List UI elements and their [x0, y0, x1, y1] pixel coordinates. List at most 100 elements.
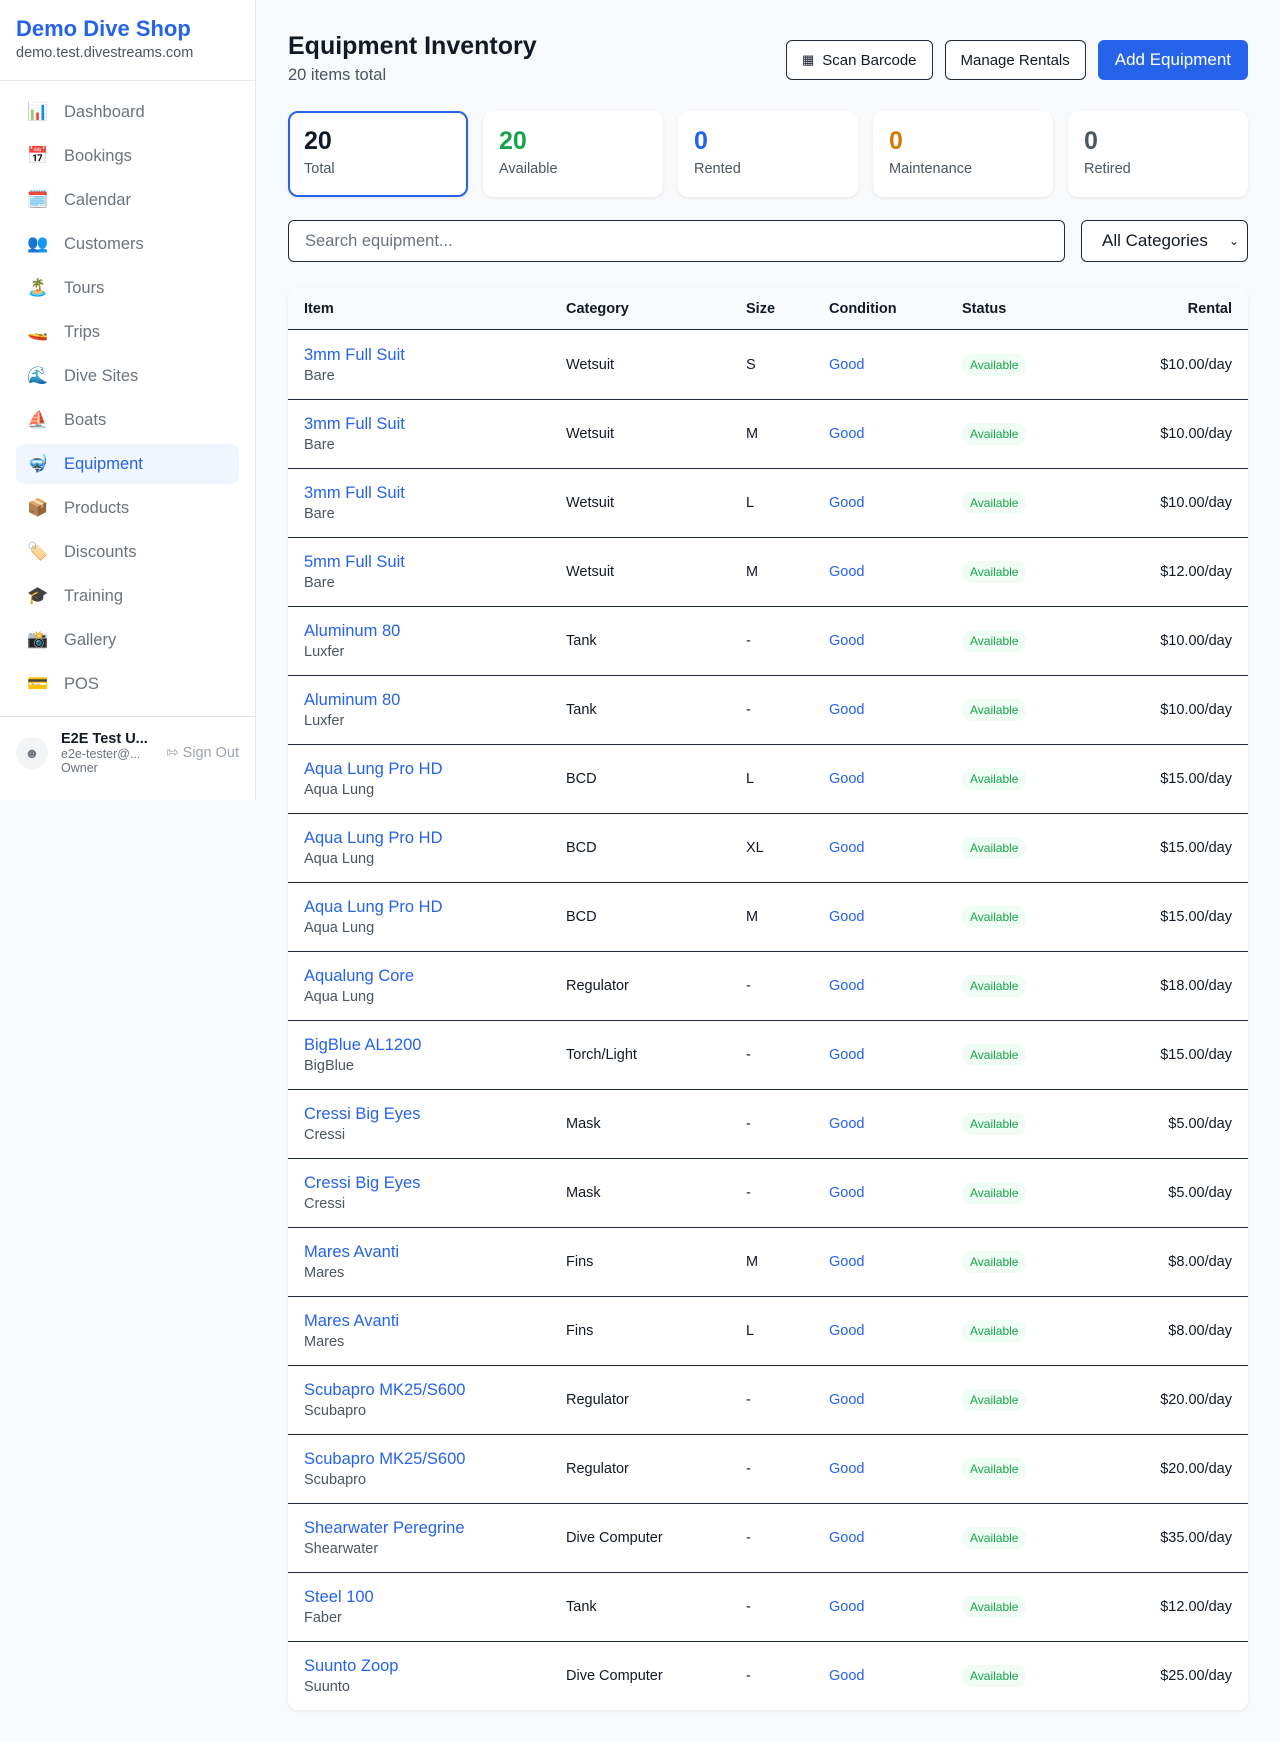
item-name-link[interactable]: Aqua Lung Pro HD: [304, 760, 443, 778]
products-icon: 📦: [27, 498, 49, 517]
item-brand: Aqua Lung: [304, 920, 375, 936]
sidebar-item-dive-sites[interactable]: 🌊 Dive Sites: [16, 356, 239, 396]
condition-cell: Good: [829, 1530, 962, 1546]
column-header-item[interactable]: Item: [304, 300, 334, 317]
item-name-link[interactable]: Aqua Lung Pro HD: [304, 829, 443, 847]
add-equipment-button[interactable]: Add Equipment: [1097, 40, 1248, 80]
table-row[interactable]: Aqualung Core Aqua Lung Regulator - Good Avai…: [288, 951, 1248, 1020]
stat-card-available[interactable]: 20 Available: [483, 111, 663, 197]
item-brand: Aqua Lung: [304, 851, 375, 867]
item-name-link[interactable]: Aluminum 80: [304, 691, 401, 709]
item-name-link[interactable]: 3mm Full Suit: [304, 484, 405, 502]
table-row[interactable]: Mares Avanti Mares Fins L Good Available $8.00…: [288, 1296, 1248, 1365]
sidebar-item-gallery[interactable]: 📸 Gallery: [16, 620, 239, 660]
sidebar-item-equipment[interactable]: 🤿 Equipment: [16, 444, 239, 484]
sidebar-item-trips[interactable]: 🚤 Trips: [16, 312, 239, 352]
search-input[interactable]: [288, 220, 1065, 262]
sidebar-item-calendar[interactable]: 🗓️ Calendar: [16, 180, 239, 220]
scan-barcode-button[interactable]: ▦ Scan Barcode: [785, 40, 933, 80]
table-row[interactable]: Cressi Big Eyes Cressi Mask - Good Available $…: [288, 1089, 1248, 1158]
table-row[interactable]: Aluminum 80 Luxfer Tank - Good Available $10.0…: [288, 675, 1248, 744]
table-row[interactable]: Mares Avanti Mares Fins M Good Available $8.00…: [288, 1227, 1248, 1296]
condition-value: Good: [829, 1599, 865, 1615]
rental-price: $10.00/day: [1160, 495, 1232, 511]
table-row[interactable]: 3mm Full Suit Bare Wetsuit S Good Available $1…: [288, 330, 1248, 399]
table-row[interactable]: Cressi Big Eyes Cressi Mask - Good Available $…: [288, 1158, 1248, 1227]
sidebar-item-customers[interactable]: 👥 Customers: [16, 224, 239, 264]
item-name-link[interactable]: Scubapro MK25/S600: [304, 1381, 466, 1399]
user-name: E2E Test U...: [61, 731, 148, 747]
sidebar-item-tours[interactable]: 🏝️ Tours: [16, 268, 239, 308]
table-row[interactable]: Aluminum 80 Luxfer Tank - Good Available $10.0…: [288, 606, 1248, 675]
item-cell: Aqualung Core Aqua Lung: [288, 967, 566, 1005]
item-name-link[interactable]: Aluminum 80: [304, 622, 401, 640]
item-name-link[interactable]: Scubapro MK25/S600: [304, 1450, 466, 1468]
category-cell: Tank: [566, 633, 597, 649]
stat-card-maintenance[interactable]: 0 Maintenance: [873, 111, 1053, 197]
item-name-link[interactable]: Cressi Big Eyes: [304, 1174, 421, 1192]
item-name-link[interactable]: Shearwater Peregrine: [304, 1519, 465, 1537]
item-brand: BigBlue: [304, 1058, 354, 1074]
table-row[interactable]: 5mm Full Suit Bare Wetsuit M Good Available $1…: [288, 537, 1248, 606]
status-cell: Available: [962, 768, 1092, 790]
stat-card-retired[interactable]: 0 Retired: [1068, 111, 1248, 197]
column-header-category[interactable]: Category: [566, 300, 629, 317]
sidebar-item-bookings[interactable]: 📅 Bookings: [16, 136, 239, 176]
table-row[interactable]: Aqua Lung Pro HD Aqua Lung BCD M Good Availab…: [288, 882, 1248, 951]
sign-out-button[interactable]: ⇰ Sign Out: [166, 745, 239, 761]
item-name-link[interactable]: BigBlue AL1200: [304, 1036, 422, 1054]
table-row[interactable]: Steel 100 Faber Tank - Good Available $12.00/d…: [288, 1572, 1248, 1641]
table-row[interactable]: Aqua Lung Pro HD Aqua Lung BCD L Good Availab…: [288, 744, 1248, 813]
size-cell: M: [746, 564, 759, 580]
item-name-link[interactable]: 3mm Full Suit: [304, 345, 405, 364]
sidebar-item-dashboard[interactable]: 📊 Dashboard: [16, 92, 239, 132]
item-name-link[interactable]: Aqua Lung Pro HD: [304, 898, 443, 916]
item-name-link[interactable]: Steel 100: [304, 1588, 374, 1606]
status-cell: Available: [962, 906, 1092, 928]
sidebar-item-training[interactable]: 🎓 Training: [16, 576, 239, 616]
rental-price: $5.00/day: [1168, 1185, 1232, 1201]
item-name-link[interactable]: 5mm Full Suit: [304, 553, 405, 571]
category-select[interactable]: All Categories ⌄: [1081, 220, 1248, 262]
table-row[interactable]: BigBlue AL1200 BigBlue Torch/Light - Good Ava…: [288, 1020, 1248, 1089]
stat-card-total[interactable]: 20 Total: [288, 111, 468, 197]
item-name-link[interactable]: 3mm Full Suit: [304, 415, 405, 433]
status-badge: Available: [962, 768, 1027, 790]
item-name-link[interactable]: Cressi Big Eyes: [304, 1105, 421, 1123]
size-cell: M: [746, 1254, 759, 1270]
sidebar-item-boats[interactable]: ⛵ Boats: [16, 400, 239, 440]
item-name-link[interactable]: Mares Avanti: [304, 1243, 400, 1261]
stat-card-rented[interactable]: 0 Rented: [678, 111, 858, 197]
table-row[interactable]: 3mm Full Suit Bare Wetsuit L Good Available $1…: [288, 468, 1248, 537]
table-row[interactable]: Aqua Lung Pro HD Aqua Lung BCD XL Good Availa…: [288, 813, 1248, 882]
item-brand: Aqua Lung: [304, 989, 375, 1005]
table-row[interactable]: Shearwater Peregrine Shearwater Dive Compu…: [288, 1503, 1248, 1572]
rental-price: $8.00/day: [1168, 1254, 1232, 1270]
column-header-rental[interactable]: Rental: [1187, 300, 1232, 317]
category-cell: Mask: [566, 1185, 601, 1201]
item-name-link[interactable]: Aqualung Core: [304, 967, 415, 985]
sidebar-item-pos[interactable]: 💳 POS: [16, 664, 239, 704]
column-header-condition[interactable]: Condition: [829, 300, 897, 317]
column-header-size[interactable]: Size: [746, 300, 776, 317]
table-row[interactable]: 3mm Full Suit Bare Wetsuit M Good Available $1…: [288, 399, 1248, 468]
condition-value: Good: [829, 495, 865, 511]
page-title: Equipment Inventory: [288, 32, 537, 60]
sidebar-item-label: Boats: [64, 410, 107, 429]
item-name-link[interactable]: Suunto Zoop: [304, 1657, 399, 1675]
size-cell: -: [746, 1461, 751, 1477]
item-name-link[interactable]: Mares Avanti: [304, 1312, 400, 1330]
table-row[interactable]: Scubapro MK25/S600 Scubapro Regulator - Good…: [288, 1365, 1248, 1434]
table-row[interactable]: Scubapro MK25/S600 Scubapro Regulator - Good…: [288, 1434, 1248, 1503]
manage-rentals-button[interactable]: Manage Rentals: [944, 40, 1086, 80]
table-row[interactable]: Suunto Zoop Suunto Dive Computer - Good Avail…: [288, 1641, 1248, 1710]
status-cell: Available: [962, 561, 1092, 583]
sidebar-item-products[interactable]: 📦 Products: [16, 488, 239, 528]
column-header-status[interactable]: Status: [962, 300, 1007, 317]
status-cell: Available: [962, 1251, 1092, 1273]
status-badge: Available: [962, 561, 1027, 583]
brand-name[interactable]: Demo Dive Shop: [16, 16, 191, 41]
size-cell: -: [746, 1047, 751, 1063]
sidebar-item-discounts[interactable]: 🏷️ Discounts: [16, 532, 239, 572]
condition-cell: Good: [829, 564, 962, 580]
